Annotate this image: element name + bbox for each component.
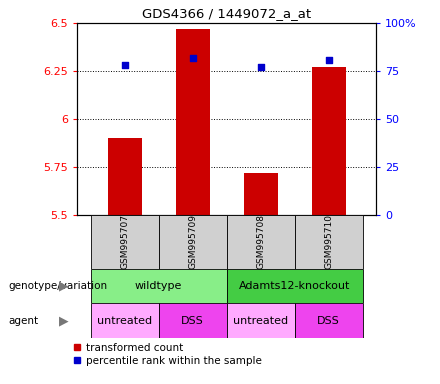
Point <box>325 56 332 63</box>
Bar <box>91 215 158 269</box>
Text: DSS: DSS <box>317 316 340 326</box>
Bar <box>227 269 363 303</box>
Text: DSS: DSS <box>181 316 204 326</box>
Bar <box>227 303 295 338</box>
Text: GSM995707: GSM995707 <box>120 214 129 270</box>
Legend: transformed count, percentile rank within the sample: transformed count, percentile rank withi… <box>73 343 262 366</box>
Bar <box>91 269 227 303</box>
Text: untreated: untreated <box>97 316 152 326</box>
Text: ▶: ▶ <box>59 314 68 327</box>
Bar <box>176 29 209 215</box>
Text: ▶: ▶ <box>59 280 68 293</box>
Text: agent: agent <box>9 316 39 326</box>
Text: Adamts12-knockout: Adamts12-knockout <box>239 281 350 291</box>
Bar <box>108 138 142 215</box>
Bar <box>295 303 363 338</box>
Text: untreated: untreated <box>233 316 288 326</box>
Text: wildtype: wildtype <box>135 281 182 291</box>
Point <box>189 55 196 61</box>
Bar <box>312 67 345 215</box>
Text: GSM995709: GSM995709 <box>188 214 197 270</box>
Bar <box>227 215 295 269</box>
Point <box>121 62 128 68</box>
Bar <box>244 173 278 215</box>
Text: GSM995710: GSM995710 <box>324 214 333 270</box>
Bar <box>295 215 363 269</box>
Bar <box>91 303 158 338</box>
Bar <box>158 215 227 269</box>
Title: GDS4366 / 1449072_a_at: GDS4366 / 1449072_a_at <box>142 7 311 20</box>
Bar <box>158 303 227 338</box>
Text: GSM995708: GSM995708 <box>256 214 265 270</box>
Text: genotype/variation: genotype/variation <box>9 281 108 291</box>
Point <box>257 64 264 70</box>
